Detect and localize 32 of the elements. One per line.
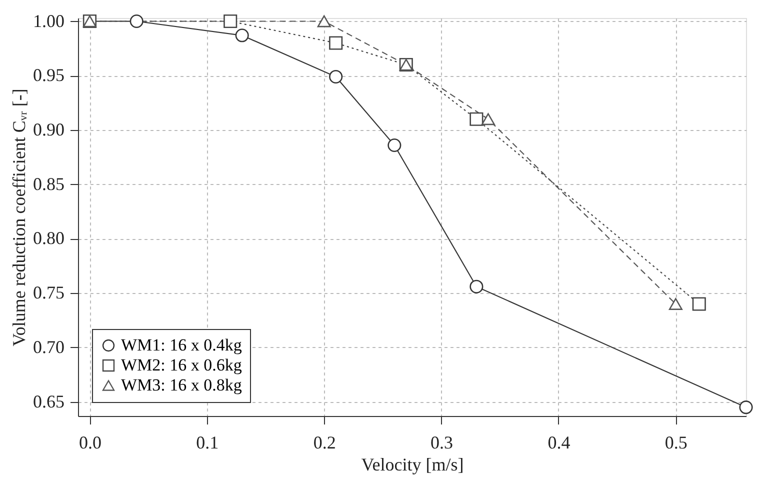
point [130,14,144,28]
point [481,113,495,126]
x-tick-label: 0.4 [548,432,570,452]
point [317,15,331,28]
x-axis-title: Velocity [m/s] [361,454,464,474]
point [224,14,238,28]
y-tick-label: 1.00 [33,10,64,31]
y-tick-label: 0.85 [33,174,64,194]
point [470,280,484,294]
point [329,36,343,50]
x-tick-label: 0.0 [78,432,102,452]
x-tick-label: 0.2 [313,432,336,452]
legend-label: WM3: 16 x 0.8kg [121,376,242,394]
point [668,298,682,310]
point [329,70,343,84]
y-tick-label: 0.95 [33,65,64,86]
y-tick-label: 0.75 [33,282,64,303]
x-tick-label: 0.5 [664,432,688,452]
y-tick-label: 0.65 [33,391,64,412]
point [739,400,753,414]
y-axis-title: Volume reduction coefficient Cᵥᵣ [-] [9,88,29,346]
legend-label: WM2: 16 x 0.6kg [121,356,242,374]
point [388,138,402,152]
x-tick-label: 0.3 [430,432,454,452]
y-tick-label: 0.90 [33,120,64,140]
point [235,28,249,42]
y-tick-label: 0.70 [33,336,64,357]
x-tick-label: 0.1 [196,432,219,452]
y-tick-label: 0.80 [33,228,64,248]
point [470,112,484,126]
legend-label: WM1: 16 x 0.4kg [121,336,242,354]
point [692,297,706,311]
